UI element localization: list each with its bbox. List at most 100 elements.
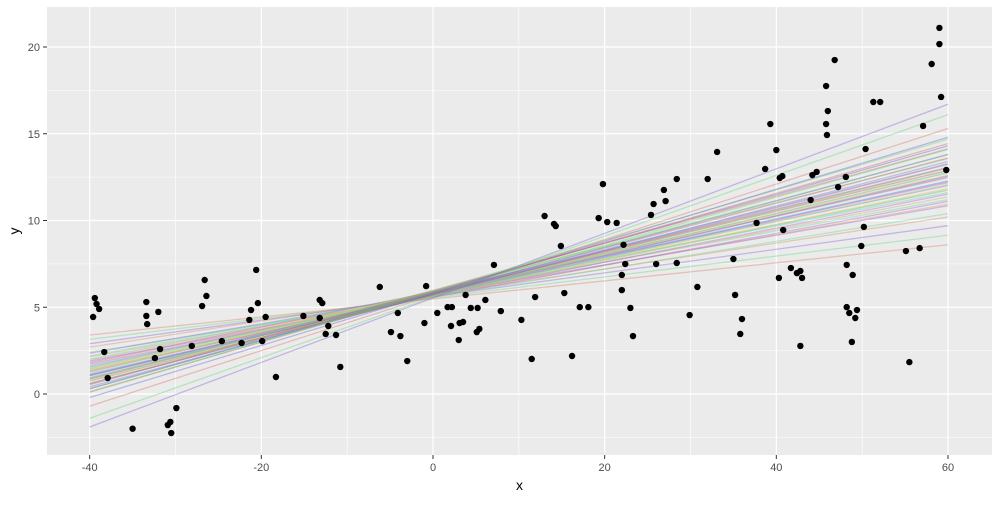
- data-point: [434, 309, 441, 317]
- data-point: [919, 122, 927, 130]
- regression-line: [89, 193, 949, 365]
- y-tick-label: 5: [34, 302, 40, 314]
- data-point: [852, 314, 859, 322]
- data-point: [807, 196, 814, 204]
- data-point: [254, 299, 262, 307]
- data-point: [455, 336, 462, 344]
- data-point: [143, 312, 150, 320]
- data-point: [673, 259, 680, 267]
- regression-line: [89, 175, 949, 376]
- data-point: [155, 308, 162, 316]
- data-point: [201, 276, 208, 284]
- data-point: [650, 200, 657, 208]
- data-point: [738, 315, 746, 323]
- regression-line: [89, 157, 949, 380]
- data-point: [387, 328, 395, 336]
- data-point: [761, 165, 769, 173]
- data-point: [798, 274, 806, 282]
- data-point: [531, 293, 539, 301]
- regression-line: [89, 212, 949, 354]
- regression-line: [89, 216, 949, 348]
- data-points: [89, 24, 950, 437]
- regression-line: [89, 244, 949, 336]
- data-point: [95, 305, 103, 313]
- data-point: [394, 309, 402, 317]
- data-point: [238, 339, 245, 347]
- data-point: [316, 314, 323, 322]
- data-point: [497, 307, 505, 315]
- data-point: [156, 345, 164, 353]
- x-tick-label: -40: [82, 462, 98, 474]
- regression-line: [89, 167, 949, 381]
- data-point: [557, 242, 565, 250]
- data-point: [462, 291, 469, 299]
- data-point: [753, 219, 760, 227]
- data-point: [218, 337, 226, 345]
- data-point: [660, 186, 668, 194]
- data-point: [203, 292, 210, 300]
- data-point: [104, 374, 111, 382]
- y-tick-label: 20: [28, 42, 40, 54]
- data-point: [787, 264, 795, 272]
- data-point: [459, 318, 467, 326]
- data-point: [474, 304, 481, 312]
- data-point: [767, 120, 774, 128]
- regression-line: [89, 189, 949, 367]
- data-point: [585, 303, 592, 311]
- data-point: [467, 304, 474, 312]
- data-point: [618, 271, 626, 279]
- regression-line: [89, 153, 949, 385]
- data-point: [448, 303, 456, 311]
- data-point: [143, 298, 150, 306]
- regression-line: [89, 174, 949, 372]
- x-tick-label: 40: [770, 462, 782, 474]
- data-point: [620, 241, 627, 248]
- data-point: [834, 183, 842, 191]
- data-point: [686, 311, 693, 319]
- regression-line: [89, 148, 949, 386]
- data-point: [849, 271, 856, 279]
- regression-lines: [89, 103, 949, 428]
- data-point: [627, 304, 634, 312]
- data-point: [198, 302, 206, 310]
- data-point: [858, 242, 865, 250]
- data-point: [936, 24, 943, 32]
- regression-line: [89, 143, 949, 393]
- regression-line: [89, 136, 949, 399]
- regression-line: [89, 114, 949, 419]
- data-point: [143, 320, 151, 328]
- data-point: [876, 98, 884, 106]
- data-point: [300, 312, 307, 320]
- x-tick-label: 20: [599, 462, 611, 474]
- data-point: [552, 222, 559, 230]
- data-point: [325, 322, 332, 330]
- data-point: [779, 226, 787, 234]
- data-point: [490, 261, 498, 269]
- data-point: [262, 313, 269, 321]
- regression-line: [89, 234, 949, 340]
- data-point: [404, 357, 411, 365]
- regression-line: [89, 145, 949, 390]
- data-point: [93, 300, 100, 308]
- data-point: [618, 286, 626, 294]
- data-point: [823, 131, 831, 139]
- data-point: [704, 175, 711, 183]
- data-point: [843, 303, 850, 311]
- data-point: [797, 342, 804, 350]
- regression-line: [89, 203, 949, 358]
- data-point: [89, 313, 97, 321]
- y-axis: 0 5 10 15 20: [28, 42, 47, 401]
- regression-line: [89, 199, 949, 357]
- data-point: [848, 338, 856, 346]
- y-tick-label: 0: [34, 389, 40, 401]
- data-point: [322, 330, 329, 338]
- regression-line: [89, 148, 949, 390]
- regression-line: [89, 163, 949, 382]
- data-point: [613, 219, 620, 227]
- regression-line: [89, 196, 949, 361]
- y-axis-title: y: [6, 228, 22, 235]
- regression-line: [89, 103, 949, 428]
- data-point: [652, 260, 660, 268]
- regression-line: [89, 225, 949, 345]
